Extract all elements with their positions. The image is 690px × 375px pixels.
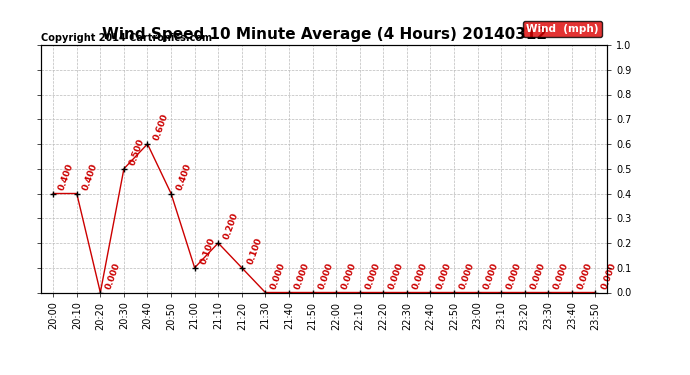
Text: 0.000: 0.000 bbox=[104, 261, 123, 290]
Text: 0.400: 0.400 bbox=[175, 162, 193, 191]
Text: 0.000: 0.000 bbox=[411, 261, 429, 290]
Text: 0.000: 0.000 bbox=[553, 261, 571, 290]
Text: 0.100: 0.100 bbox=[199, 236, 217, 266]
Text: 0.000: 0.000 bbox=[435, 261, 453, 290]
Title: Wind Speed 10 Minute Average (4 Hours) 20140312: Wind Speed 10 Minute Average (4 Hours) 2… bbox=[101, 27, 547, 42]
Text: 0.000: 0.000 bbox=[529, 261, 547, 290]
Text: 0.500: 0.500 bbox=[128, 137, 146, 166]
Text: 0.000: 0.000 bbox=[387, 261, 406, 290]
Text: 0.400: 0.400 bbox=[81, 162, 99, 191]
Text: 0.000: 0.000 bbox=[270, 261, 288, 290]
Text: 0.600: 0.600 bbox=[152, 112, 170, 142]
Text: 0.000: 0.000 bbox=[482, 261, 500, 290]
Text: 0.000: 0.000 bbox=[576, 261, 594, 290]
Text: Copyright 2014 Cartronics.com: Copyright 2014 Cartronics.com bbox=[41, 33, 213, 42]
Text: 0.000: 0.000 bbox=[364, 261, 382, 290]
Text: 0.000: 0.000 bbox=[505, 261, 523, 290]
Text: 0.400: 0.400 bbox=[57, 162, 75, 191]
Text: 0.000: 0.000 bbox=[458, 261, 476, 290]
Text: 0.000: 0.000 bbox=[293, 261, 311, 290]
Text: 0.000: 0.000 bbox=[317, 261, 335, 290]
Text: 0.100: 0.100 bbox=[246, 236, 264, 266]
Text: 0.000: 0.000 bbox=[340, 261, 358, 290]
Text: 0.200: 0.200 bbox=[222, 211, 240, 241]
Text: 0.000: 0.000 bbox=[600, 261, 618, 290]
Legend: Wind  (mph): Wind (mph) bbox=[523, 21, 602, 37]
